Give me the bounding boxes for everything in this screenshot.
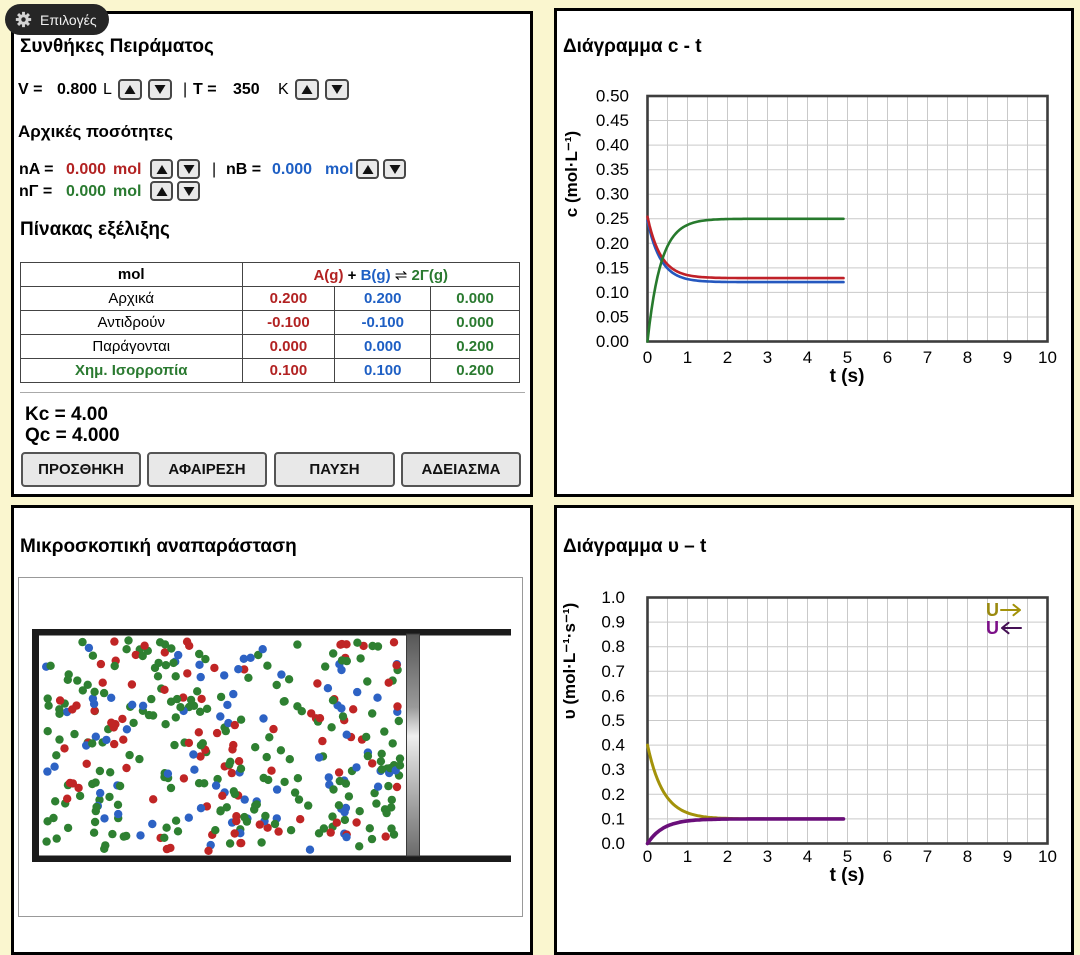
svg-text:0.4: 0.4 <box>601 736 625 755</box>
svg-text:0.1: 0.1 <box>601 809 625 828</box>
svg-text:0.5: 0.5 <box>601 711 625 730</box>
svg-text:3: 3 <box>763 847 772 866</box>
svg-text:0.20: 0.20 <box>596 234 629 253</box>
svg-text:c (mol·L⁻¹): c (mol·L⁻¹) <box>562 131 581 217</box>
svg-text:0.15: 0.15 <box>596 258 629 277</box>
svg-text:0.9: 0.9 <box>601 613 625 632</box>
svg-text:U: U <box>986 600 999 620</box>
svg-text:1: 1 <box>683 847 692 866</box>
svg-text:5: 5 <box>843 348 852 367</box>
svg-text:0.2: 0.2 <box>601 785 625 804</box>
svg-text:1.0: 1.0 <box>601 588 625 607</box>
svg-text:0.10: 0.10 <box>596 283 629 302</box>
svg-text:t (s): t (s) <box>830 865 865 886</box>
svg-text:0: 0 <box>643 847 652 866</box>
svg-text:0.7: 0.7 <box>601 662 625 681</box>
svg-text:0.05: 0.05 <box>596 308 629 327</box>
svg-text:8: 8 <box>963 847 972 866</box>
svg-text:0.3: 0.3 <box>601 760 625 779</box>
svg-text:0.50: 0.50 <box>596 87 629 106</box>
svg-text:1: 1 <box>683 348 692 367</box>
svg-text:6: 6 <box>883 348 892 367</box>
svg-text:0: 0 <box>643 348 652 367</box>
svg-text:4: 4 <box>803 847 812 866</box>
svg-text:2: 2 <box>723 847 732 866</box>
svg-text:0.30: 0.30 <box>596 185 629 204</box>
svg-text:3: 3 <box>763 348 772 367</box>
svg-text:υ (mol·L⁻¹·s⁻¹): υ (mol·L⁻¹·s⁻¹) <box>560 603 579 720</box>
svg-text:0.8: 0.8 <box>601 637 625 656</box>
svg-text:0.0: 0.0 <box>601 834 625 853</box>
svg-text:4: 4 <box>803 348 812 367</box>
svg-text:5: 5 <box>843 847 852 866</box>
svg-text:8: 8 <box>963 348 972 367</box>
svg-text:7: 7 <box>923 348 932 367</box>
svg-text:U: U <box>986 618 999 638</box>
svg-text:0.45: 0.45 <box>596 111 629 130</box>
svg-text:0.40: 0.40 <box>596 136 629 155</box>
svg-text:2: 2 <box>723 348 732 367</box>
svg-text:t (s): t (s) <box>830 366 865 387</box>
svg-text:6: 6 <box>883 847 892 866</box>
svg-text:7: 7 <box>923 847 932 866</box>
svg-text:10: 10 <box>1038 847 1057 866</box>
svg-text:0.6: 0.6 <box>601 686 625 705</box>
svg-text:0.00: 0.00 <box>596 332 629 351</box>
svg-text:10: 10 <box>1038 348 1057 367</box>
svg-text:9: 9 <box>1003 847 1012 866</box>
svg-text:0.35: 0.35 <box>596 160 629 179</box>
svg-text:9: 9 <box>1003 348 1012 367</box>
svg-text:0.25: 0.25 <box>596 209 629 228</box>
